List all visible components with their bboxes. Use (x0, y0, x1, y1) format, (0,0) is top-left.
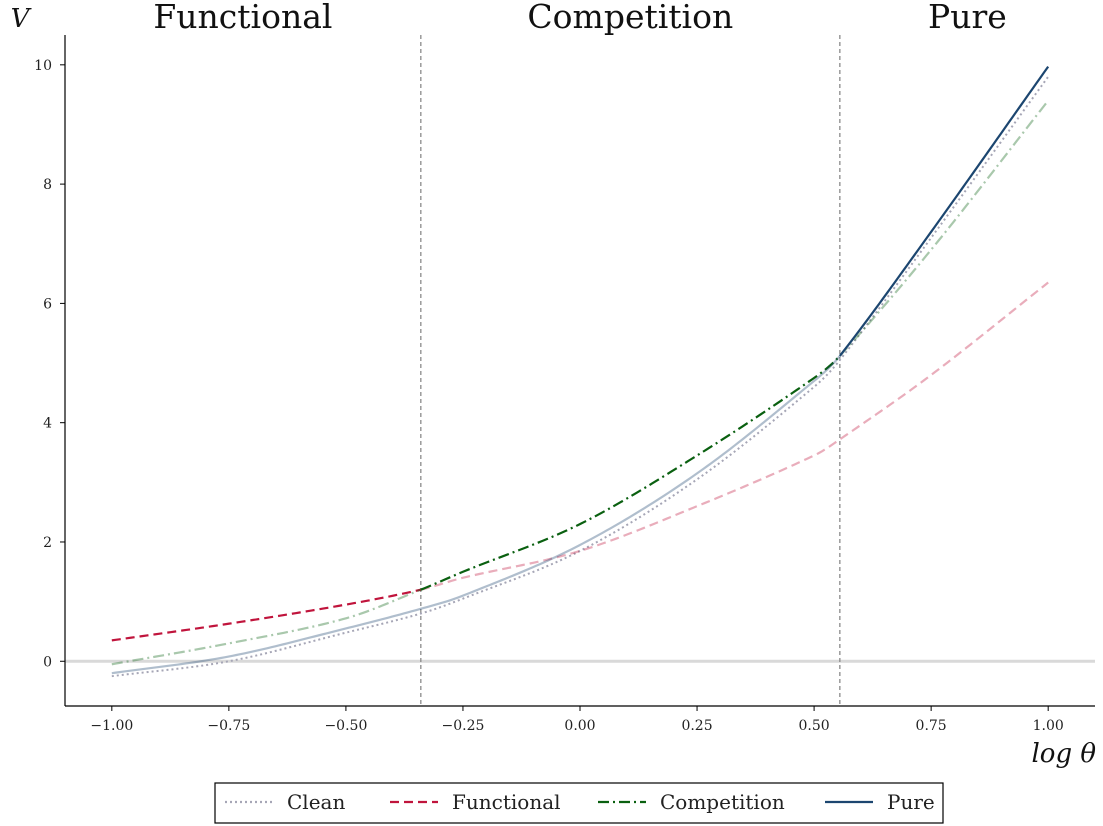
region-labels: Functional Competition Pure (153, 0, 1006, 36)
x-tick-label: −0.25 (442, 718, 485, 734)
series-lines (111, 65, 1050, 678)
legend-entry-functional: Functional (390, 790, 561, 814)
series-competition-faded-line-0 (111, 588, 422, 666)
region-label-pure: Pure (928, 0, 1007, 36)
legend-entry-pure: Pure (825, 790, 935, 814)
series-competition-active-line (420, 355, 841, 591)
x-tick-label: −1.00 (90, 718, 133, 734)
series-functional-faded-line-1 (420, 281, 1049, 591)
regime-boundaries (420, 35, 841, 706)
x-axis-label: log θ (1031, 739, 1096, 769)
x-tick-label: 0.25 (681, 718, 712, 734)
y-tick-label: 8 (43, 177, 52, 193)
region-label-competition: Competition (527, 0, 733, 36)
legend: Clean Functional Competition Pure (214, 782, 944, 824)
series-functional-active-line (111, 588, 422, 642)
series-clean-active-line (111, 76, 1049, 678)
legend-entry-competition: Competition (598, 790, 785, 814)
series-competition (111, 99, 1050, 666)
x-tick-label: −0.75 (207, 718, 250, 734)
x-tick-label: 0.00 (564, 718, 595, 734)
series-functional (111, 281, 1049, 642)
y-tick-label: 6 (43, 296, 52, 312)
legend-box (214, 782, 944, 824)
x-tick-label: −0.50 (324, 718, 367, 734)
legend-entry-clean: Clean (225, 790, 345, 814)
x-ticks: −1.00 −0.75 −0.50 −0.25 0.00 0.25 0.50 0.75 1.00 (90, 706, 1064, 734)
legend-label-competition: Competition (660, 790, 785, 814)
legend-label-functional: Functional (452, 790, 561, 814)
legend-label-pure: Pure (887, 790, 935, 814)
series-pure (111, 65, 1050, 675)
legend-label-clean: Clean (287, 790, 345, 814)
x-tick-label: 0.50 (799, 718, 830, 734)
y-tick-label: 10 (34, 58, 52, 74)
x-tick-label: 1.00 (1033, 718, 1064, 734)
y-tick-label: 4 (43, 416, 52, 432)
series-pure-faded-line-0 (111, 355, 841, 675)
series-competition-faded-line-2 (839, 99, 1050, 357)
y-tick-label: 0 (43, 654, 52, 670)
region-label-functional: Functional (153, 0, 332, 36)
y-ticks: 0 2 4 6 8 10 (34, 58, 65, 670)
x-tick-label: 0.75 (916, 718, 947, 734)
series-clean (111, 76, 1049, 678)
y-tick-label: 2 (43, 535, 52, 551)
axes (64, 35, 1095, 707)
series-pure-active-line (838, 65, 1050, 357)
y-axis-label: V (11, 4, 32, 34)
